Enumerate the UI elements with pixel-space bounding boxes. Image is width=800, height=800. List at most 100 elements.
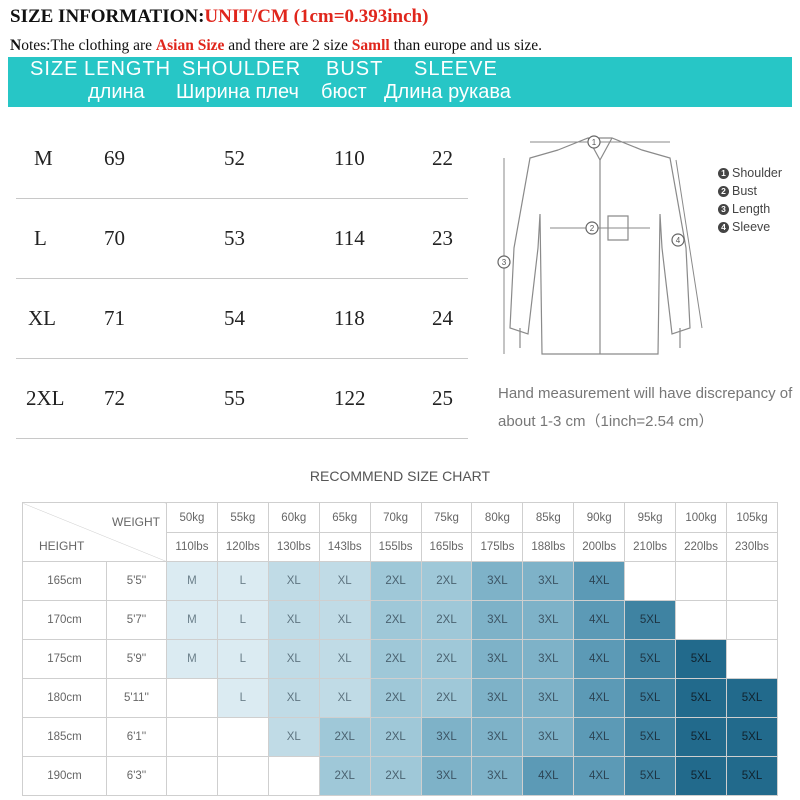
size-bust: 118 [334, 306, 365, 330]
recommended-size-cell: 5XL [675, 678, 727, 718]
recommended-size-cell: 2XL [369, 639, 422, 679]
recommended-size-cell [675, 600, 727, 640]
recommended-size-cell: M [166, 600, 218, 640]
size-bust: 110 [334, 146, 365, 170]
recommended-size-cell: M [166, 639, 218, 679]
legend-number-icon: 1 [718, 168, 729, 179]
weight-kg-row: WEIGHT HEIGHT 50kg 55kg 60kg 65kg 70kg 75kg 80… [22, 502, 779, 562]
notes-highlight-asian: Asian Size [155, 37, 225, 54]
height-label: HEIGHT [39, 539, 85, 553]
recommended-size-cell: L [216, 600, 269, 640]
header-ru-shoulder: Ширина плеч [176, 81, 299, 103]
header-ru-bust: бюст [321, 81, 367, 103]
legend-label: Shoulder [732, 166, 783, 180]
recommended-size-cell: 5XL [675, 756, 727, 796]
recommended-size-cell: XL [318, 600, 371, 640]
title-prefix: SIZE INFORMATION: [10, 6, 205, 27]
recommended-size-cell [725, 600, 779, 640]
legend-label: Bust [732, 184, 758, 198]
weight-kg-header: 70kg [369, 502, 422, 533]
recommended-size-cell: 5XL [624, 600, 677, 640]
header-shoulder: SHOULDER [182, 58, 302, 80]
recommended-size-cell: M [166, 561, 218, 601]
recommended-size-cell: 2XL [420, 639, 473, 679]
legend-label: Sleeve [732, 220, 771, 234]
recommended-size-cell: 5XL [725, 756, 779, 796]
header-size: SIZE [30, 58, 79, 80]
recommended-size-cell: 3XL [420, 756, 473, 796]
weight-kg-header: 90kg [573, 502, 626, 533]
recommended-size-cell: 5XL [725, 678, 779, 718]
recommended-size-cell: 3XL [471, 717, 524, 757]
title-unit: UNIT/CM (1cm=0.393inch) [204, 6, 429, 27]
recommended-size-cell [267, 756, 320, 796]
size-row: 2XL 72 55 122 25 [16, 358, 468, 439]
recommended-size-cell: XL [318, 639, 371, 679]
recommended-size-cell: XL [267, 600, 320, 640]
recommended-size-cell: 3XL [471, 561, 524, 601]
recommended-size-cell: 5XL [624, 717, 677, 757]
header-ru-length: длина [88, 81, 145, 103]
size-notes: Notes:The clothing are Asian Size and th… [10, 37, 542, 55]
recommended-size-cell: 5XL [624, 639, 677, 679]
height-row: 185cm 6'1'' XL 2XL 2XL 3XL 3XL 3XL 4XL 5XL 5XL 5XL [22, 717, 779, 757]
recommended-size-cell: 4XL [522, 756, 575, 796]
size-sleeve: 22 [432, 146, 453, 170]
weight-lbs-row: 110lbs 120lbs 130lbs 143lbs 155lbs 165lbs 175l… [23, 532, 779, 562]
weight-lbs-header: 175lbs [471, 532, 524, 562]
weight-lbs-header: 220lbs [675, 532, 727, 562]
recommended-size-cell: 3XL [522, 639, 575, 679]
recommended-size-cell: 2XL [369, 717, 422, 757]
recommended-size-cell: 3XL [471, 756, 524, 796]
recommended-size-cell: 2XL [318, 717, 371, 757]
weight-kg-header: 80kg [471, 502, 524, 533]
size-shoulder: 54 [224, 306, 245, 330]
shirt-measurement-diagram: 1 2 3 4 [497, 135, 703, 355]
legend-number-icon: 3 [718, 204, 729, 215]
weight-lbs-header: 200lbs [573, 532, 626, 562]
size-sleeve: 24 [432, 306, 453, 330]
recommended-size-cell: 2XL [369, 600, 422, 640]
weight-kg-header: 100kg [675, 502, 727, 533]
weight-kg-header: 105kg [725, 502, 779, 533]
size-length: 71 [104, 306, 125, 330]
height-cm: 170cm [22, 600, 107, 640]
weight-lbs-header: 110lbs [166, 532, 218, 562]
size-row: XL 71 54 118 24 [16, 278, 468, 359]
size-shoulder: 53 [224, 226, 245, 250]
marker-2-icon [585, 221, 599, 235]
size-label: 2XL [26, 386, 65, 410]
height-ft: 5'11'' [106, 678, 167, 718]
height-ft: 5'5'' [106, 561, 167, 601]
size-label: L [34, 226, 47, 250]
recommended-size-cell: 2XL [369, 561, 422, 601]
height-cm: 180cm [22, 678, 107, 718]
marker-1-label: 1 [592, 138, 597, 147]
recommended-size-cell: 3XL [471, 639, 524, 679]
size-bust: 122 [334, 386, 366, 410]
size-shoulder: 55 [224, 386, 245, 410]
legend-item: 1 Shoulder [718, 164, 782, 182]
recommended-size-cell: 2XL [420, 600, 473, 640]
height-row: 180cm 5'11'' L XL XL 2XL 2XL 3XL 3XL 4XL 5XL 5XL 5XL [22, 678, 779, 718]
recommended-size-cell: 2XL [420, 678, 473, 718]
weight-kg-header: 75kg [420, 502, 473, 533]
height-row: 170cm 5'7'' M L XL XL 2XL 2XL 3XL 3XL 4XL 5XL [22, 600, 779, 640]
height-ft: 6'3'' [106, 756, 167, 796]
weight-lbs-header: 230lbs [725, 532, 779, 562]
measurement-note-line-1: Hand measurement will have discrepancy o… [498, 385, 793, 402]
weight-lbs-header: 143lbs [318, 532, 371, 562]
size-label: XL [28, 306, 56, 330]
weight-lbs-header: 165lbs [420, 532, 473, 562]
recommended-size-cell [216, 756, 269, 796]
size-shoulder: 52 [224, 146, 245, 170]
size-length: 69 [104, 146, 125, 170]
weight-kg-header: 65kg [318, 502, 371, 533]
recommended-size-cell [624, 561, 677, 601]
recommended-size-cell: L [216, 561, 269, 601]
notes-lead: N [10, 37, 22, 54]
notes-text-3: than europe and us size. [389, 37, 543, 54]
notes-highlight-small: Samll [351, 37, 390, 54]
size-label: M [34, 146, 53, 170]
weight-kg-header: 60kg [267, 502, 320, 533]
